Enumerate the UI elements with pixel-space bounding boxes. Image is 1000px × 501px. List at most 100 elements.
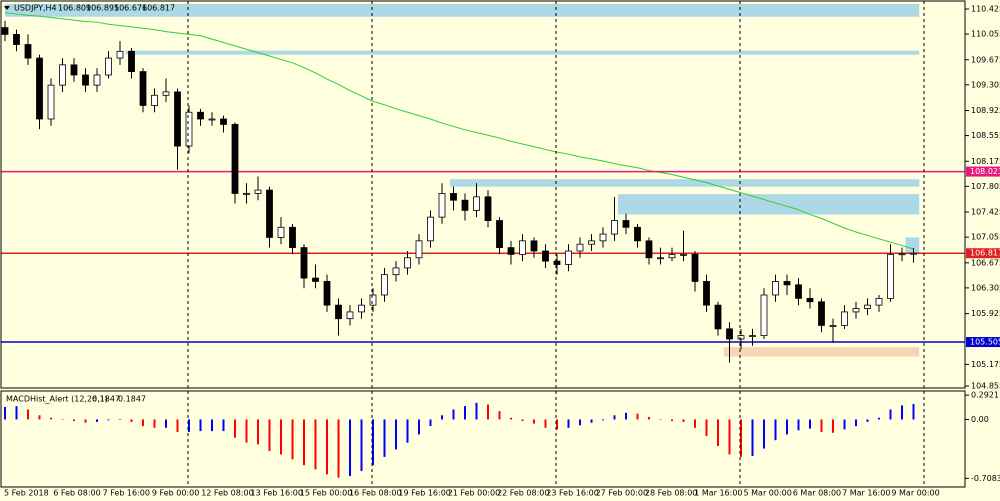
candle-body bbox=[243, 193, 250, 195]
macd-bar bbox=[809, 419, 811, 429]
macd-bar bbox=[199, 419, 202, 432]
menu-arrow bbox=[4, 6, 10, 10]
y-tick-label: 107.055 bbox=[971, 233, 1000, 242]
candle-body bbox=[484, 196, 492, 221]
macd-bar bbox=[337, 419, 340, 478]
y-tick-label: 104.855 bbox=[971, 382, 1000, 391]
candle-body bbox=[323, 281, 331, 306]
macd-bar bbox=[188, 419, 190, 432]
macd-bar bbox=[510, 417, 512, 420]
candle-body bbox=[473, 196, 480, 211]
macd-bar bbox=[475, 402, 478, 420]
macd-bar bbox=[61, 419, 64, 420]
macd-bar bbox=[544, 419, 547, 428]
y-tick-label: 108.555 bbox=[971, 131, 1000, 140]
candle-body bbox=[749, 335, 756, 338]
macd-bar bbox=[832, 419, 834, 433]
macd-bar bbox=[383, 419, 386, 457]
candle-body bbox=[358, 304, 365, 313]
candle-body bbox=[910, 252, 917, 255]
open: 106.809 bbox=[58, 4, 91, 13]
candle-body bbox=[829, 325, 837, 327]
candle-body bbox=[852, 308, 860, 313]
macd-bar bbox=[487, 404, 489, 420]
candle-body bbox=[450, 193, 457, 201]
candle-body bbox=[795, 284, 802, 299]
x-tick-label: 13 Feb 16:00 bbox=[251, 489, 303, 498]
macd-value: 0.1847 bbox=[92, 395, 120, 404]
zone bbox=[5, 3, 920, 17]
candle-body bbox=[197, 111, 204, 120]
candle-body bbox=[841, 311, 848, 326]
macd-frame bbox=[0, 390, 966, 488]
macd-bar bbox=[763, 419, 765, 449]
candle-body bbox=[266, 189, 273, 238]
price-label-box bbox=[966, 248, 1000, 259]
candle-body bbox=[864, 304, 871, 309]
candle-body bbox=[346, 311, 354, 320]
macd-bar bbox=[694, 419, 696, 428]
x-tick-label: 12 Feb 08:00 bbox=[201, 489, 253, 498]
y-tick-label: 105.925 bbox=[971, 309, 1000, 318]
macd-bar bbox=[602, 419, 604, 421]
macd-bar bbox=[314, 419, 317, 470]
x-tick-label: 23 Feb 16:00 bbox=[546, 489, 598, 498]
candle-body bbox=[783, 281, 791, 286]
macd-bar bbox=[774, 419, 777, 441]
y-tick-label: 109.675 bbox=[971, 55, 1000, 64]
y-tick-label: 108.925 bbox=[971, 106, 1000, 115]
macd-bar bbox=[234, 419, 236, 438]
main-frame bbox=[0, 0, 966, 389]
candle-body bbox=[887, 253, 894, 299]
candle-body bbox=[116, 50, 124, 59]
y-tick-label: 0.00 bbox=[971, 415, 989, 424]
macd-bar bbox=[866, 419, 869, 422]
macd-bar bbox=[268, 419, 271, 452]
macd-bar bbox=[452, 409, 455, 420]
macd-bar bbox=[4, 406, 6, 420]
candle-body bbox=[657, 257, 664, 260]
candle-body bbox=[70, 64, 78, 76]
macd-bar bbox=[740, 419, 742, 457]
candle-body bbox=[36, 57, 43, 120]
macd-bar bbox=[176, 419, 179, 432]
zone bbox=[125, 50, 920, 55]
candle-body bbox=[312, 277, 319, 282]
candle-body bbox=[415, 240, 423, 259]
macd-bar bbox=[786, 419, 788, 435]
candle-body bbox=[875, 297, 883, 306]
macd-bar bbox=[567, 419, 570, 428]
macd-bar bbox=[280, 419, 282, 455]
candle-body bbox=[576, 243, 584, 252]
candle-body bbox=[254, 189, 262, 194]
macd-bar bbox=[671, 419, 673, 422]
x-tick-label: 5 Mar 00:00 bbox=[744, 489, 792, 498]
candle-body bbox=[806, 297, 814, 303]
candle-body bbox=[611, 220, 618, 235]
candle-body bbox=[369, 294, 377, 306]
candle-body bbox=[335, 304, 342, 320]
price-label-box bbox=[966, 337, 1000, 348]
candle-body bbox=[231, 124, 239, 194]
candle-body bbox=[105, 57, 112, 76]
candle-body bbox=[818, 301, 825, 326]
price-label-box bbox=[966, 166, 1000, 177]
macd-name: MACDHist_Alert (12,26,1) bbox=[6, 395, 108, 404]
macd-bar bbox=[464, 406, 466, 420]
moving-average bbox=[4, 12, 914, 250]
candle-body bbox=[530, 240, 538, 252]
macd-bar bbox=[291, 419, 294, 460]
candle-body bbox=[1, 27, 9, 35]
macd-bar bbox=[211, 419, 213, 432]
macd-bar bbox=[27, 409, 29, 420]
candle-body bbox=[24, 44, 32, 59]
candle-body bbox=[139, 71, 147, 106]
macd-bar bbox=[648, 416, 650, 420]
candle-body bbox=[128, 50, 135, 73]
y-tick-label: 106.675 bbox=[971, 258, 1000, 267]
x-tick-label: 28 Feb 08:00 bbox=[645, 489, 697, 498]
candle-body bbox=[691, 253, 699, 282]
y-tick-label: 0.2921 bbox=[971, 391, 999, 400]
macd-bar bbox=[326, 419, 328, 475]
zone bbox=[723, 347, 920, 357]
